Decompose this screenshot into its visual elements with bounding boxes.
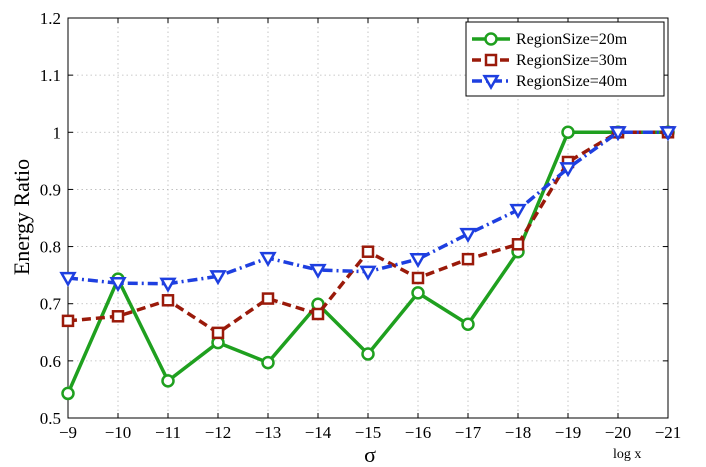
- legend-label: RegionSize=20m: [516, 31, 628, 48]
- data-point: [559, 162, 577, 178]
- y-tick-label: 0.5: [40, 409, 61, 428]
- data-point: [411, 286, 425, 300]
- x-tick-label: −20: [605, 423, 632, 442]
- x-tick-label: −18: [505, 423, 532, 442]
- data-point: [609, 126, 627, 142]
- data-point: [361, 245, 375, 258]
- series-group: [59, 125, 677, 401]
- x-tick-label: −17: [455, 423, 482, 442]
- y-tick-label: 0.6: [40, 352, 61, 371]
- y-tick-label: 1.2: [40, 9, 61, 28]
- data-point: [509, 203, 527, 220]
- data-point: [309, 263, 327, 280]
- x-tick-label: −21: [655, 423, 682, 442]
- data-point: [411, 271, 425, 285]
- y-tick-label: 0.8: [40, 238, 61, 257]
- x-tick-label: −11: [155, 423, 181, 442]
- data-point: [61, 314, 75, 328]
- y-tick-label: 0.7: [40, 295, 62, 314]
- data-point: [361, 347, 375, 361]
- x-tick-label: −19: [555, 423, 582, 442]
- x-tick-label: −10: [105, 423, 132, 442]
- data-point: [109, 277, 127, 293]
- data-point: [261, 292, 275, 305]
- legend-marker: [482, 74, 500, 91]
- data-point: [461, 317, 475, 332]
- x-tick-label: −14: [305, 423, 332, 442]
- data-point: [211, 326, 225, 340]
- legend: RegionSize=20m RegionSize=30m RegionSize=4…: [465, 21, 665, 97]
- data-point: [409, 253, 427, 269]
- y-tick-label: 0.9: [40, 180, 61, 199]
- data-point: [461, 252, 475, 266]
- data-point: [261, 355, 275, 370]
- data-point: [59, 271, 77, 288]
- data-point: [659, 126, 677, 142]
- data-point: [61, 386, 75, 401]
- data-point: [111, 310, 125, 323]
- data-point: [359, 265, 377, 281]
- x-tick-label: −15: [355, 423, 382, 442]
- data-point: [159, 277, 177, 293]
- x-tick-label: −13: [255, 423, 282, 442]
- data-point: [311, 307, 325, 321]
- legend-box: [465, 21, 665, 97]
- legend-marker: [484, 32, 498, 46]
- x-tick-label: −9: [59, 423, 77, 442]
- data-point: [561, 125, 575, 140]
- data-point: [511, 238, 525, 251]
- y-tick-label: 1: [53, 123, 62, 142]
- data-point: [259, 251, 277, 268]
- y-axis-label: Energy Ratio: [9, 159, 34, 275]
- data-point: [459, 227, 477, 244]
- data-point: [209, 270, 227, 286]
- x-tick-label: −16: [405, 423, 432, 442]
- legend-marker: [484, 53, 498, 67]
- x-axis-label: σ: [364, 442, 376, 467]
- data-point: [161, 374, 175, 388]
- legend-label: RegionSize=40m: [516, 73, 628, 90]
- series-3: [59, 126, 677, 293]
- data-point: [161, 294, 175, 307]
- x-axis-note: log x: [613, 447, 641, 462]
- legend-label: RegionSize=30m: [516, 52, 628, 69]
- axis-ticks: −9 −10 −11 −12 −13 −14 −15 −16 −17 −18 −19 −20 −21 0.…: [40, 9, 682, 442]
- y-tick-label: 1.1: [40, 66, 61, 85]
- x-tick-label: −12: [205, 423, 232, 442]
